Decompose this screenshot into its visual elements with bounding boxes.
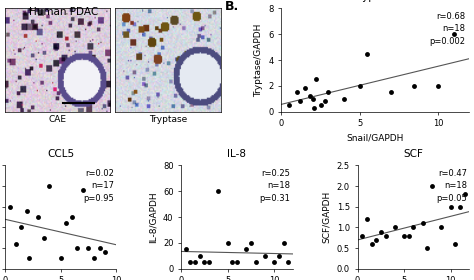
Point — [356, 84, 364, 88]
Point — [410, 84, 418, 88]
Point — [377, 229, 385, 234]
Point — [391, 225, 399, 230]
Point — [96, 246, 103, 250]
Point — [310, 106, 318, 110]
Point — [228, 260, 236, 265]
Point — [261, 254, 269, 258]
Point — [382, 234, 389, 238]
Point — [340, 97, 348, 101]
Point — [90, 256, 98, 261]
Point — [317, 103, 324, 108]
Text: r=0.02
n=17
p=0.95: r=0.02 n=17 p=0.95 — [83, 169, 114, 202]
Point — [275, 254, 283, 258]
Point — [293, 90, 301, 95]
Point — [35, 215, 42, 219]
Point — [312, 77, 319, 82]
Title: Tryptase: Tryptase — [353, 0, 397, 2]
Point — [368, 242, 375, 246]
Point — [364, 51, 371, 56]
Point — [18, 225, 25, 230]
Point — [7, 205, 14, 209]
Point — [424, 246, 431, 250]
Title: SCF: SCF — [403, 149, 423, 159]
Text: r=0.25
n=18
p=0.31: r=0.25 n=18 p=0.31 — [260, 169, 291, 202]
Point — [85, 246, 92, 250]
Text: B.: B. — [225, 0, 239, 13]
Point — [271, 260, 278, 265]
Point — [387, 90, 395, 95]
Point — [215, 189, 222, 193]
Point — [358, 234, 366, 238]
Point — [201, 260, 208, 265]
Point — [26, 256, 33, 261]
Point — [363, 217, 371, 221]
Text: r=0.47
n=18
p=0.05: r=0.47 n=18 p=0.05 — [436, 169, 467, 202]
Point — [285, 103, 293, 108]
Point — [434, 84, 442, 88]
Point — [428, 184, 436, 188]
Point — [373, 238, 380, 242]
Point — [46, 184, 53, 188]
Title: IL-8: IL-8 — [228, 149, 246, 159]
Point — [452, 242, 459, 246]
Point — [405, 234, 412, 238]
Text: r=0.68
n=18
p=0.002: r=0.68 n=18 p=0.002 — [429, 11, 465, 46]
Y-axis label: Tryptase/GAPDH: Tryptase/GAPDH — [254, 23, 263, 97]
Point — [196, 254, 203, 258]
Point — [101, 250, 109, 255]
X-axis label: Snail/GAPDH: Snail/GAPDH — [346, 134, 404, 143]
Point — [252, 260, 259, 265]
Point — [243, 247, 250, 252]
Point — [296, 99, 304, 104]
Point — [419, 221, 427, 226]
Point — [438, 225, 445, 230]
Point — [40, 235, 47, 240]
Point — [325, 90, 332, 95]
Point — [224, 241, 231, 245]
Point — [410, 225, 417, 230]
Point — [447, 205, 455, 209]
Point — [63, 221, 70, 226]
Point — [191, 260, 199, 265]
Point — [461, 192, 468, 197]
X-axis label: Tryptase: Tryptase — [149, 115, 187, 123]
X-axis label: CAE: CAE — [48, 115, 66, 123]
Point — [79, 188, 87, 193]
Y-axis label: IL-8/GAPDH: IL-8/GAPDH — [148, 191, 157, 243]
Point — [205, 260, 213, 265]
Point — [280, 241, 287, 245]
Point — [12, 242, 20, 246]
Point — [187, 260, 194, 265]
Point — [284, 260, 292, 265]
Y-axis label: SCF/GAPDH: SCF/GAPDH — [322, 191, 331, 243]
Point — [23, 209, 31, 213]
Point — [68, 215, 75, 219]
Point — [73, 246, 81, 250]
Point — [309, 97, 317, 101]
Title: CCL5: CCL5 — [47, 149, 74, 159]
Text: Human PDAC: Human PDAC — [29, 7, 99, 17]
Y-axis label: Mast Cells: Mast Cells — [0, 37, 2, 83]
Point — [182, 247, 190, 252]
Point — [450, 32, 457, 36]
Point — [57, 256, 64, 261]
Point — [401, 234, 408, 238]
Point — [247, 241, 255, 245]
Point — [301, 86, 309, 91]
Point — [306, 94, 313, 99]
Point — [456, 205, 464, 209]
Point — [321, 99, 329, 104]
Point — [233, 260, 241, 265]
